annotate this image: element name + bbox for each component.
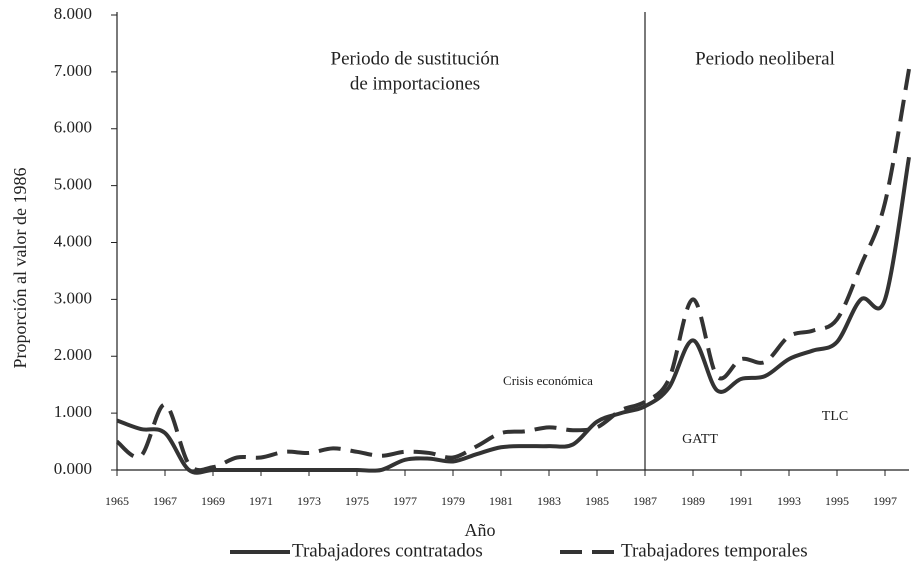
- y-tick-label: 8.000: [54, 4, 92, 23]
- y-axis-label: Proporción al valor de 1986: [10, 168, 30, 369]
- x-tick-label: 1979: [441, 494, 465, 508]
- y-tick-label: 7.000: [54, 61, 92, 80]
- x-tick-label: 1965: [105, 494, 129, 508]
- x-tick-label: 1975: [345, 494, 369, 508]
- x-tick-label: 1987: [633, 494, 657, 508]
- y-tick-label: 6.000: [54, 118, 92, 137]
- x-tick-label: 1971: [249, 494, 273, 508]
- x-tick-label: 1981: [489, 494, 513, 508]
- x-tick-label: 1995: [825, 494, 849, 508]
- y-tick-label: 4.000: [54, 231, 92, 250]
- legend-label: Trabajadores contratados: [292, 540, 483, 561]
- x-tick-label: 1989: [681, 494, 705, 508]
- x-tick-label: 1973: [297, 494, 321, 508]
- x-tick-label: 1991: [729, 494, 753, 508]
- annotation: Periodo neoliberal: [695, 48, 835, 69]
- annotation: TLC: [822, 409, 848, 424]
- x-tick-label: 1967: [153, 494, 177, 508]
- x-tick-label: 1977: [393, 494, 417, 508]
- y-tick-label: 2.000: [54, 345, 92, 364]
- x-axis-label: Año: [465, 520, 496, 540]
- legend-label: Trabajadores temporales: [621, 540, 808, 561]
- annotation: Crisis económica: [503, 373, 593, 388]
- annotation: GATT: [682, 432, 718, 447]
- x-tick-label: 1985: [585, 494, 609, 508]
- y-tick-label: 0.000: [54, 459, 92, 478]
- annotation: de importaciones: [350, 73, 480, 94]
- x-tick-label: 1997: [873, 494, 897, 508]
- series-line: [116, 156, 911, 475]
- series-line: [115, 68, 911, 473]
- annotation: Periodo de sustitución: [331, 48, 500, 69]
- x-tick-label: 1983: [537, 494, 561, 508]
- y-tick-label: 5.000: [54, 175, 92, 194]
- y-tick-label: 3.000: [54, 288, 92, 307]
- y-tick-label: 1.000: [54, 402, 92, 421]
- x-tick-label: 1993: [777, 494, 801, 508]
- x-tick-label: 1969: [201, 494, 225, 508]
